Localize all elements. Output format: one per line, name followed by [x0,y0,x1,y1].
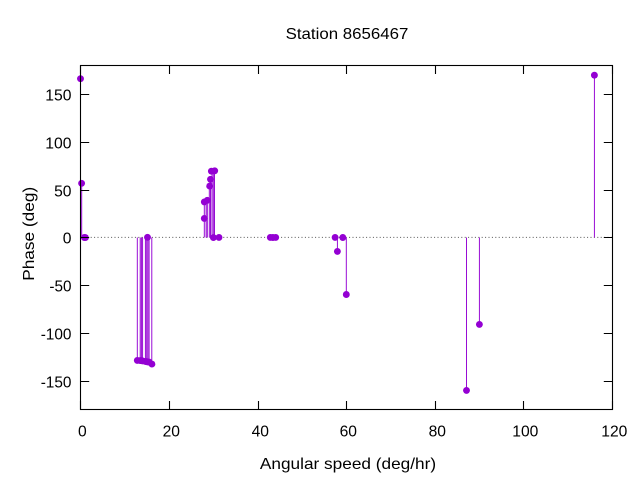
svg-text:Station 8656467: Station 8656467 [286,26,409,43]
svg-text:120: 120 [601,424,627,441]
svg-text:100: 100 [512,424,538,441]
svg-text:-150: -150 [41,375,72,392]
svg-text:Angular speed (deg/hr): Angular speed (deg/hr) [260,456,436,473]
svg-text:Phase (deg): Phase (deg) [21,187,38,281]
svg-text:-50: -50 [49,279,71,296]
svg-text:100: 100 [45,136,71,153]
svg-text:60: 60 [340,424,357,441]
svg-text:-100: -100 [41,327,72,344]
svg-text:0: 0 [78,424,87,441]
svg-text:20: 20 [163,424,180,441]
svg-text:50: 50 [54,184,71,201]
svg-text:40: 40 [252,424,269,441]
svg-text:150: 150 [45,88,71,105]
svg-text:80: 80 [429,424,446,441]
svg-text:0: 0 [63,231,72,248]
